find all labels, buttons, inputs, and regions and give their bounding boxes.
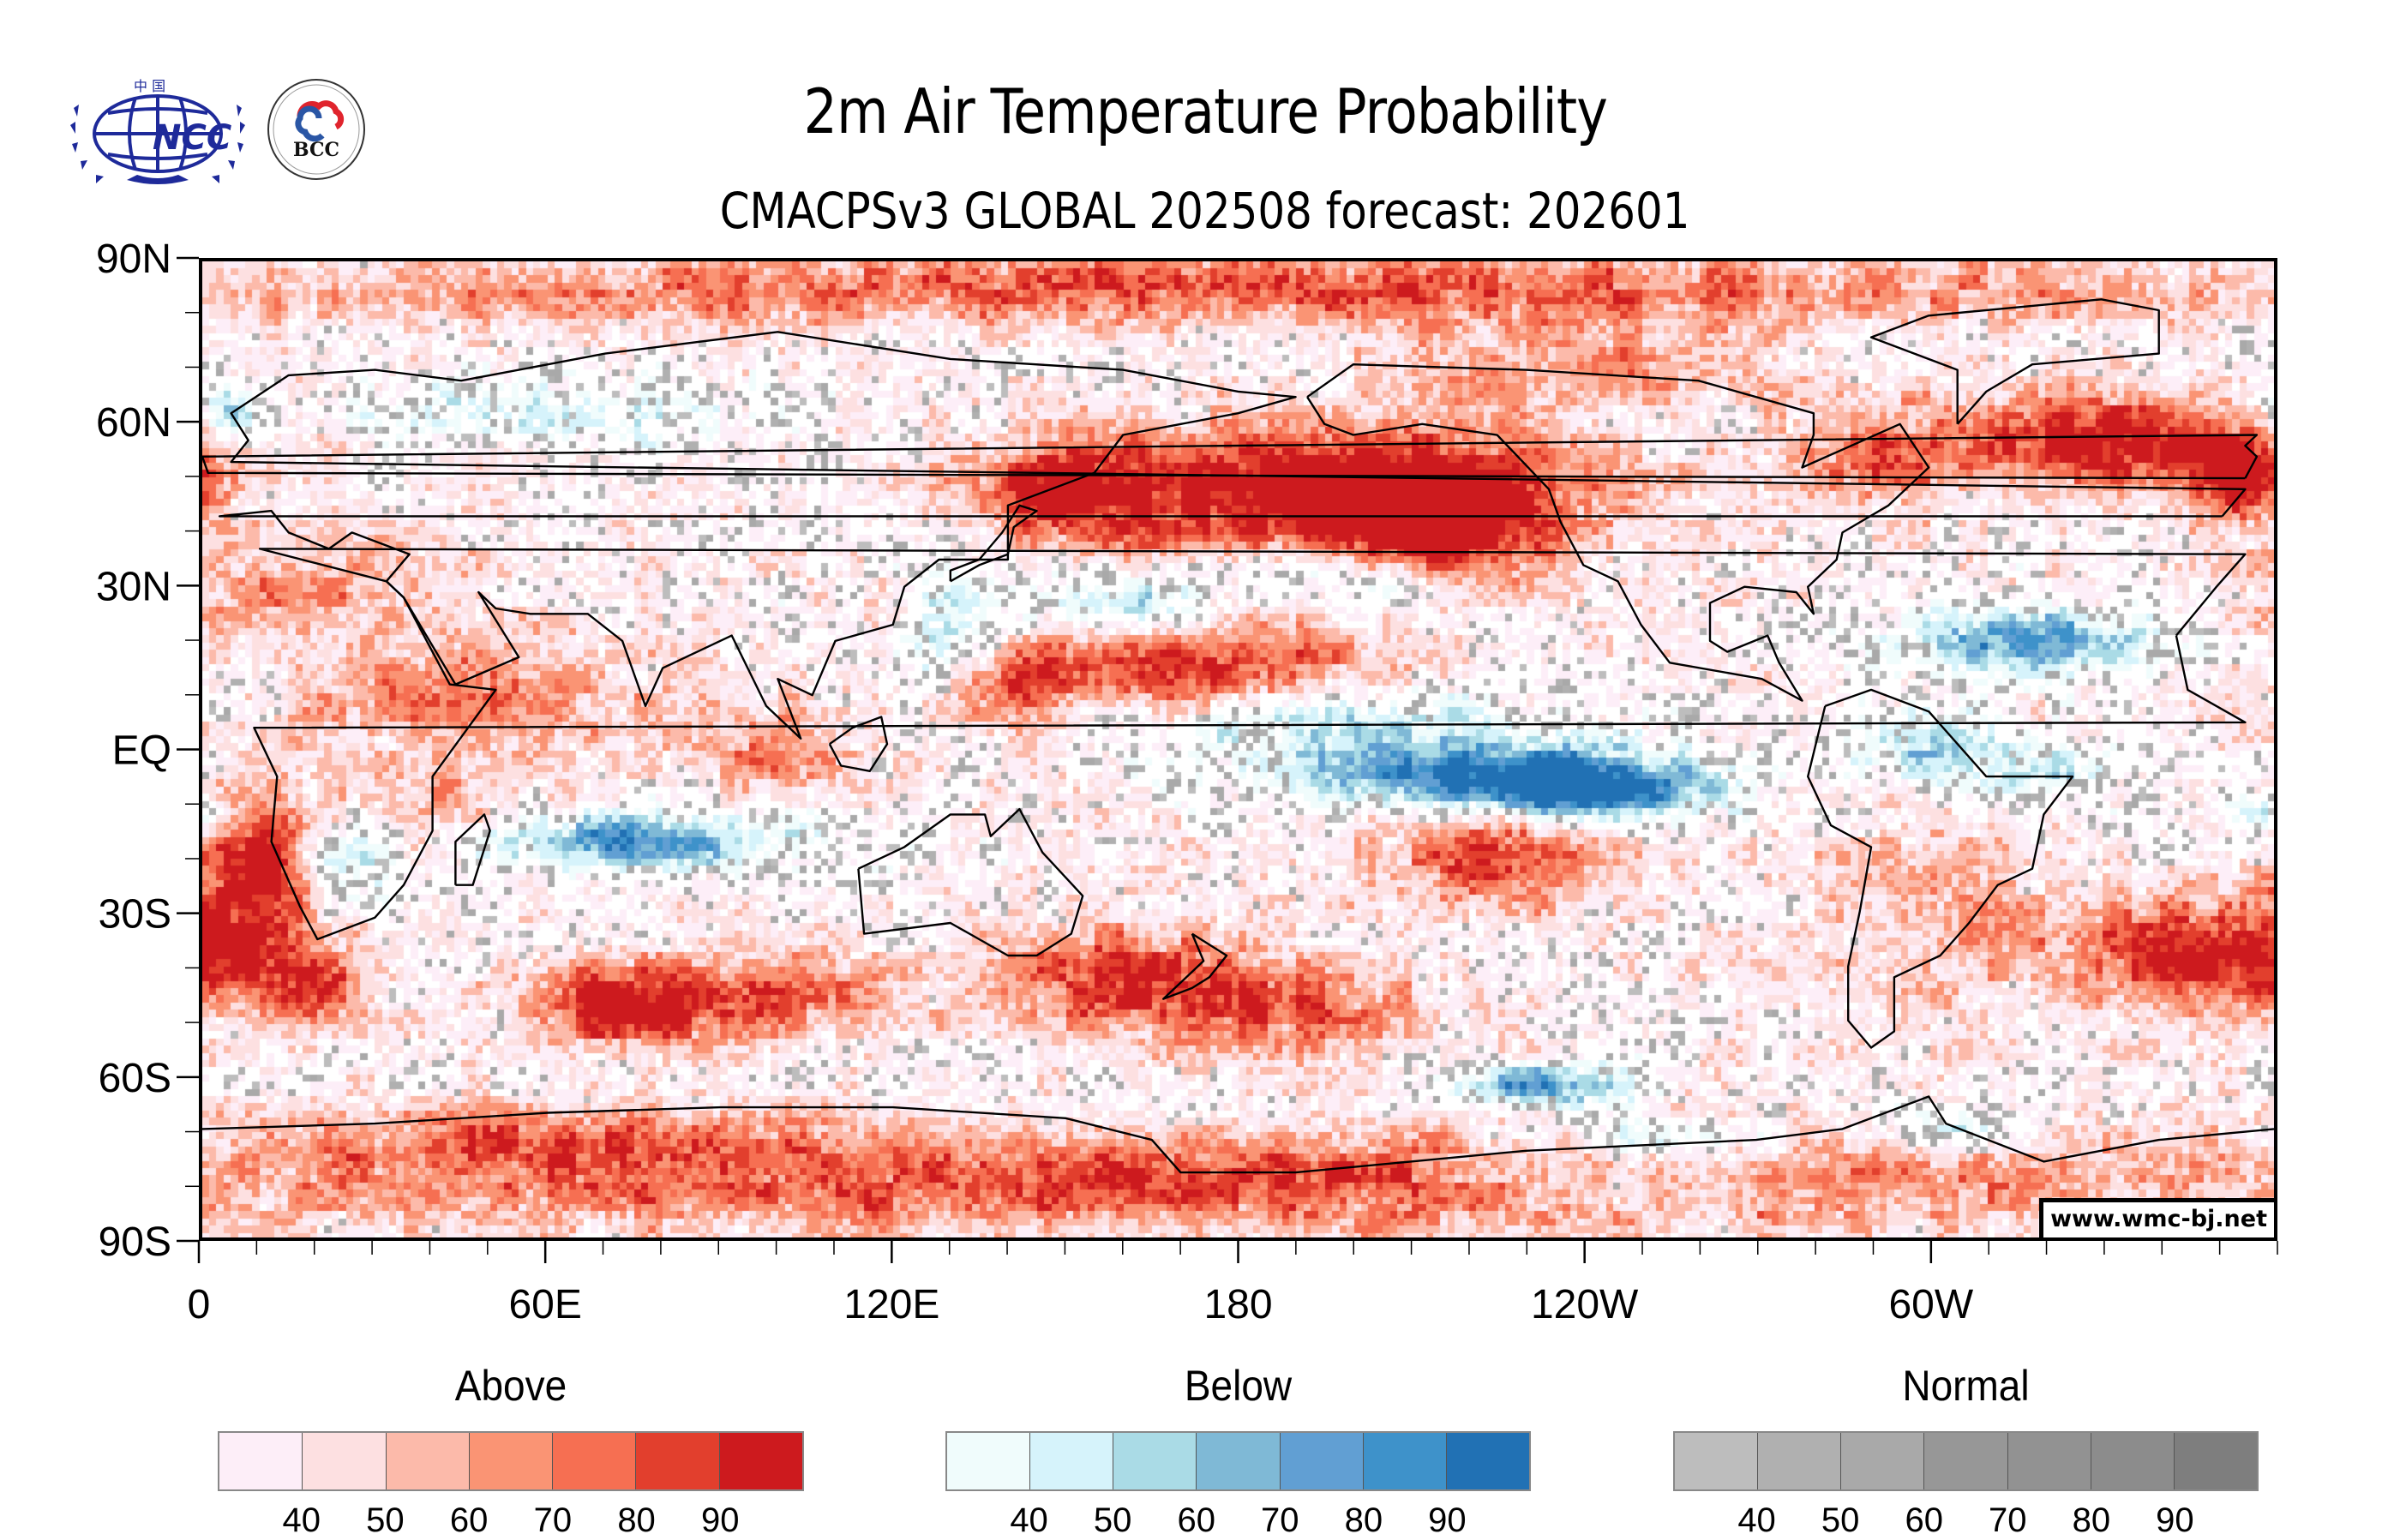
- legend-tick-label: 90: [2156, 1501, 2194, 1539]
- ncc-logo-top-text: 中 国: [134, 78, 165, 94]
- legend-colorbar-below: [945, 1431, 1531, 1491]
- coastline-borneo: [828, 716, 889, 772]
- legend-color-box: [2091, 1433, 2175, 1489]
- legend-color-box: [1675, 1433, 1759, 1489]
- legend-color-box: [1758, 1433, 1842, 1489]
- legend-tick-label: 80: [2072, 1501, 2111, 1539]
- legend-tick-label: 40: [1737, 1501, 1776, 1539]
- y-tick-label: 30S: [99, 892, 171, 938]
- coastline-new-zealand: [1162, 932, 1228, 1000]
- legend-colorbar-above: [218, 1431, 804, 1491]
- legend-tick-label: 50: [1821, 1501, 1860, 1539]
- legend-tick-label: 40: [1010, 1501, 1048, 1539]
- legend-tick-label: 70: [1989, 1501, 2027, 1539]
- legend-tick-label: 60: [449, 1501, 489, 1539]
- y-tick-label: EQ: [112, 728, 171, 774]
- coastline-south-america: [1807, 688, 2074, 1049]
- legend-color-box: [947, 1433, 1031, 1489]
- legend-color-box: [2174, 1433, 2257, 1489]
- y-tick-label: 90S: [99, 1219, 171, 1265]
- x-tick-label: 120W: [1531, 1282, 1639, 1327]
- legend-tick-label: 60: [1177, 1501, 1215, 1539]
- legend-color-box: [303, 1433, 387, 1489]
- legend-tick-label: 80: [617, 1501, 656, 1539]
- coastline-europe-asia: [218, 331, 2247, 740]
- legend-color-box: [1280, 1433, 1364, 1489]
- coastline-madagascar: [454, 813, 491, 886]
- legend-color-box: [1197, 1433, 1281, 1489]
- y-tick-label: 90N: [96, 237, 171, 282]
- legend-title-below: Below: [1184, 1362, 1293, 1410]
- legend-color-box: [1841, 1433, 1925, 1489]
- probability-field: [202, 261, 2274, 1237]
- legend-color-box: [2007, 1433, 2091, 1489]
- legend-tick-label: 90: [701, 1501, 740, 1539]
- legend-color-box: [1113, 1433, 1197, 1489]
- ncc-logo: NCC 中 国: [70, 78, 245, 184]
- coastline-australia: [857, 807, 1084, 957]
- x-tick-label: 180: [1203, 1282, 1272, 1327]
- bcc-logo: BCC: [267, 79, 365, 180]
- y-tick-label: 60S: [99, 1056, 171, 1101]
- legend-title-above: Above: [454, 1362, 567, 1410]
- coastline-africa: [253, 548, 2247, 941]
- x-tick-label: 60W: [1888, 1282, 1973, 1327]
- legend-color-box: [469, 1433, 554, 1489]
- x-tick-label: 120E: [843, 1282, 939, 1327]
- legend-color-box: [636, 1433, 720, 1489]
- legend-color-box: [1363, 1433, 1447, 1489]
- coastline-north-america: [1306, 363, 1930, 702]
- chart-title: 2m Air Temperature Probability: [803, 75, 1608, 147]
- legend-tick-label: 70: [533, 1501, 573, 1539]
- legend-color-box: [1030, 1433, 1114, 1489]
- ncc-logo-text: NCC: [153, 118, 231, 158]
- legend-tick-label: 40: [282, 1501, 321, 1539]
- legend-tick-label: 80: [1344, 1501, 1383, 1539]
- legend-tick-label: 90: [1428, 1501, 1467, 1539]
- legend-title-normal: Normal: [1902, 1362, 2030, 1410]
- legend-tick-label: 50: [366, 1501, 405, 1539]
- coastlines: [202, 298, 2274, 1174]
- x-tick-label: 0: [188, 1282, 211, 1327]
- legend-color-box: [386, 1433, 470, 1489]
- coastline-uk: [202, 434, 2259, 480]
- y-tick-label: 30N: [96, 564, 171, 609]
- bcc-logo-text: BCC: [293, 139, 339, 161]
- legend-color-box: [553, 1433, 637, 1489]
- legend-tick-label: 50: [1093, 1501, 1132, 1539]
- legend-color-box: [219, 1433, 303, 1489]
- legend-color-box: [1446, 1433, 1529, 1489]
- map-plot-area: www.wmc-bj.net: [199, 258, 2277, 1241]
- coastline-japan: [949, 504, 1038, 583]
- legend-tick-label: 60: [1905, 1501, 1943, 1539]
- chart-subtitle: CMACPSv3 GLOBAL 202508 forecast: 202601: [719, 182, 1690, 240]
- x-tick-label: 60E: [508, 1282, 581, 1327]
- legend-tick-label: 70: [1261, 1501, 1299, 1539]
- watermark-url[interactable]: www.wmc-bj.net: [2039, 1198, 2274, 1237]
- y-tick-label: 60N: [96, 400, 171, 446]
- legend-color-box: [719, 1433, 802, 1489]
- coastline-antarctica: [202, 1095, 2274, 1174]
- legend-colorbar-normal: [1673, 1431, 2259, 1491]
- legend-color-box: [1924, 1433, 2008, 1489]
- coastline-greenland: [1869, 298, 2160, 425]
